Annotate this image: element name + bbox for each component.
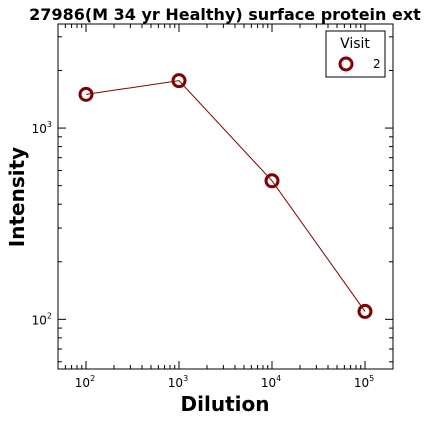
x-tick-label: 102	[75, 374, 95, 390]
data-point	[264, 173, 280, 189]
y-tick-label: 103	[32, 120, 52, 136]
legend-marker	[338, 56, 354, 72]
y-axis-label: Intensity	[5, 147, 29, 247]
data-point	[171, 73, 187, 89]
legend-title: Visit	[340, 36, 370, 52]
major-ticks	[58, 24, 393, 369]
series-line	[85, 80, 366, 312]
series-markers	[78, 73, 373, 319]
y-tick-label: 102	[32, 311, 52, 327]
minor-ticks	[57, 24, 394, 369]
chart-title: 27986(M 34 yr Healthy) surface protein e…	[29, 5, 421, 24]
legend-entry-label: 2	[373, 57, 381, 71]
legend-box	[325, 30, 386, 78]
y-tick-labels: 102 103	[32, 120, 52, 327]
x-axis-label: Dilution	[181, 392, 270, 416]
x-tick-label: 104	[261, 374, 281, 390]
x-tick-label: 105	[354, 374, 374, 390]
data-point	[78, 86, 94, 102]
x-tick-label: 103	[168, 374, 188, 390]
plot-area	[57, 23, 394, 370]
x-tick-labels: 102 103 104 105	[75, 374, 374, 390]
data-point	[357, 303, 373, 319]
legend: Visit 2	[325, 30, 386, 78]
